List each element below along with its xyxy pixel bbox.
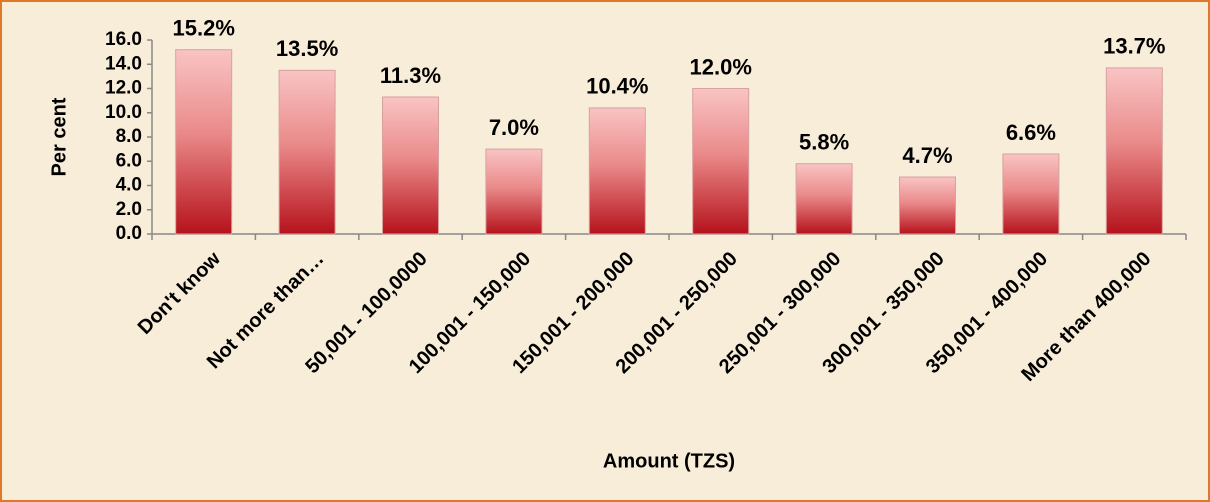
y-tick-label: 2.0 xyxy=(116,199,142,220)
y-axis-title: Per cent xyxy=(48,97,70,176)
value-label: 13.5% xyxy=(276,36,338,61)
y-tick-label: 4.0 xyxy=(116,175,142,196)
value-label: 4.7% xyxy=(902,143,952,168)
value-label: 6.6% xyxy=(1006,120,1056,145)
bar xyxy=(278,69,336,235)
value-label: 5.8% xyxy=(799,129,849,154)
y-tick-label: 0.0 xyxy=(116,223,142,244)
bar xyxy=(588,107,646,235)
value-label: 13.7% xyxy=(1103,34,1165,59)
y-tick-label: 8.0 xyxy=(116,126,142,147)
value-label: 7.0% xyxy=(489,115,539,140)
x-axis-title: Amount (TZS) xyxy=(603,450,735,472)
y-tick-label: 14.0 xyxy=(105,53,142,74)
bar xyxy=(692,88,750,235)
bar xyxy=(899,176,956,235)
bar xyxy=(1105,67,1163,235)
y-tick-label: 12.0 xyxy=(105,78,142,99)
value-label: 11.3% xyxy=(380,63,441,88)
bar xyxy=(1002,153,1060,235)
bar xyxy=(485,148,543,235)
value-label: 15.2% xyxy=(173,16,235,41)
y-tick-label: 10.0 xyxy=(105,102,142,123)
value-label: 10.4% xyxy=(586,74,648,99)
y-tick-label: 6.0 xyxy=(116,150,142,171)
bar xyxy=(795,163,853,235)
bar xyxy=(382,96,439,235)
value-label: 12.0% xyxy=(690,54,752,79)
y-tick-label: 16.0 xyxy=(105,29,142,50)
bar xyxy=(175,49,233,235)
